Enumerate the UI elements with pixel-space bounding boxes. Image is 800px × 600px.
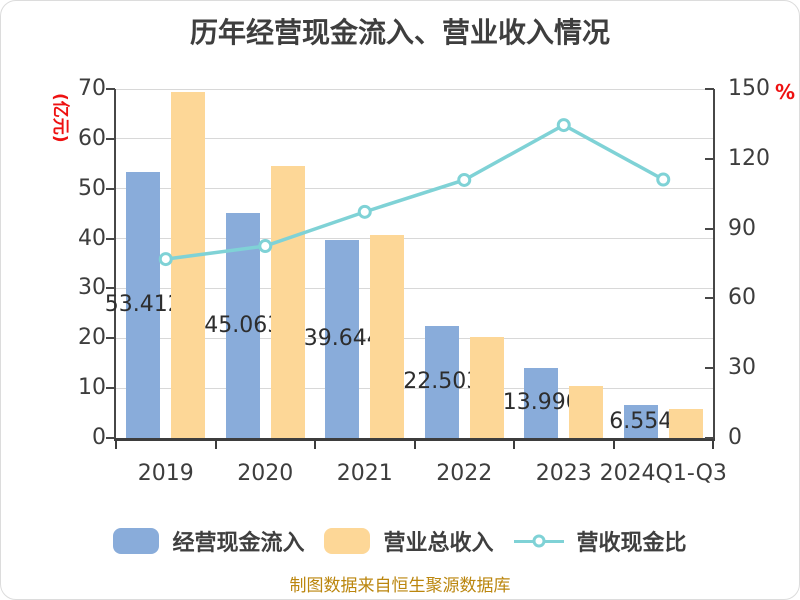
y-axis-tick-left	[106, 237, 115, 240]
y-axis-tick-right	[705, 88, 714, 90]
x-axis-line	[114, 438, 715, 441]
revenue-bar	[171, 91, 206, 438]
x-axis-label: 2020	[237, 461, 294, 486]
y-axis-tick-right	[705, 437, 714, 439]
y-axis-tick-label-right: 30	[728, 355, 756, 381]
legend-label: 营收现金比	[576, 531, 687, 556]
y-axis-tick-label-left: 50	[78, 175, 106, 201]
legend-item-cash-ratio: 营收现金比	[513, 525, 687, 557]
y-axis-tick-label-right: 0	[728, 425, 742, 450]
gridline	[116, 88, 713, 90]
y-axis-tick-label-right: 90	[728, 215, 756, 241]
y-axis-tick-left	[106, 387, 115, 390]
y-axis-tick-left	[106, 88, 115, 90]
y-axis-tick-label-right: 60	[728, 285, 756, 311]
y-axis-tick-label-right: 120	[728, 145, 770, 171]
bar-value-label: 53.412	[104, 291, 182, 317]
x-axis-label: 2022	[436, 461, 493, 486]
y-axis-tick-right	[705, 227, 714, 230]
bar-value-label: 6.554	[609, 408, 673, 434]
x-axis-tick	[314, 441, 316, 449]
y-axis-line-right	[713, 89, 715, 441]
y-axis-tick-label-left: 30	[78, 275, 106, 301]
legend-line-icon	[513, 534, 564, 548]
x-axis-tick	[612, 441, 615, 449]
gridline	[116, 188, 713, 190]
y-axis-tick-label-left: 60	[78, 125, 106, 151]
cash-inflow-bar	[325, 240, 360, 438]
y-axis-tick-left	[106, 337, 115, 340]
plot-area: 0 10 20 30 40 50 60 70 0 30 60 90 120 150 53.412 2019 45…	[78, 76, 770, 486]
bar-value-label: 13.990	[502, 390, 580, 416]
x-axis-label: 2021	[336, 461, 393, 486]
cash-inflow-bar	[623, 405, 658, 438]
y-axis-tick-label-left: 10	[78, 375, 106, 401]
y-axis-tick-left	[106, 437, 115, 439]
revenue-bar	[370, 234, 405, 438]
gridline	[116, 287, 713, 289]
cash-inflow-bar	[424, 325, 459, 438]
x-axis-label: 2023	[535, 461, 592, 486]
ratio-marker-icon	[357, 204, 372, 219]
chart-legend: 经营现金流入 营业总收入 营收现金比	[1, 525, 799, 557]
gridline	[116, 387, 713, 389]
legend-item-cash-inflow: 经营现金流入	[113, 525, 304, 557]
legend-swatch-icon	[324, 528, 371, 554]
bar-value-label: 45.063	[204, 312, 282, 338]
legend-label: 经营现金流入	[172, 531, 305, 556]
ratio-line	[165, 123, 665, 261]
x-axis-label: 2024Q1-Q3	[599, 461, 727, 486]
x-axis-tick	[513, 441, 515, 449]
x-axis-tick	[214, 441, 217, 449]
legend-label: 营业总收入	[383, 531, 494, 556]
right-axis-unit-label: %	[775, 80, 796, 104]
y-axis-tick-right	[705, 157, 714, 160]
ratio-marker-icon	[258, 239, 273, 254]
ratio-line-layer	[158, 118, 671, 267]
cash-inflow-bar	[126, 171, 161, 438]
gridline	[116, 238, 713, 240]
x-axis-label: 2019	[137, 461, 194, 486]
revenue-bar	[270, 165, 305, 438]
y-axis-tick-right	[705, 297, 714, 300]
ratio-marker-icon	[457, 172, 472, 187]
y-axis-tick-left	[106, 187, 115, 190]
legend-item-total-revenue: 营业总收入	[324, 525, 494, 557]
y-axis-tick-right	[705, 367, 714, 370]
revenue-bar	[469, 336, 504, 438]
cash-inflow-bar	[524, 368, 559, 438]
legend-swatch-icon	[113, 528, 160, 554]
ratio-marker-icon	[656, 172, 671, 187]
ratio-marker-icon	[556, 118, 571, 133]
x-axis-tick	[413, 441, 416, 449]
y-axis-tick-label-left: 0	[92, 425, 106, 450]
legend-marker-icon	[532, 534, 545, 548]
x-axis-tick	[712, 441, 714, 449]
y-axis-tick-left	[106, 287, 115, 290]
x-axis-tick	[115, 441, 117, 449]
bar-value-label: 39.644	[303, 326, 381, 352]
bar-value-label: 22.503	[403, 368, 481, 394]
ratio-marker-icon	[158, 252, 173, 267]
y-axis-tick-label-left: 70	[78, 76, 106, 101]
gridline	[116, 138, 713, 140]
y-axis-tick-left	[106, 137, 115, 140]
revenue-bar	[668, 408, 703, 438]
revenue-bar	[569, 386, 604, 438]
y-axis-tick-label-left: 20	[78, 325, 106, 351]
y-axis-tick-label-right: 150	[728, 76, 770, 101]
y-axis-tick-label-left: 40	[78, 225, 106, 251]
y-axis-line-left	[114, 89, 116, 441]
data-source-note: 制图数据来自恒生聚源数据库	[289, 576, 511, 596]
gridline	[116, 337, 713, 339]
chart-title: 历年经营现金流入、营业收入情况	[189, 16, 610, 49]
